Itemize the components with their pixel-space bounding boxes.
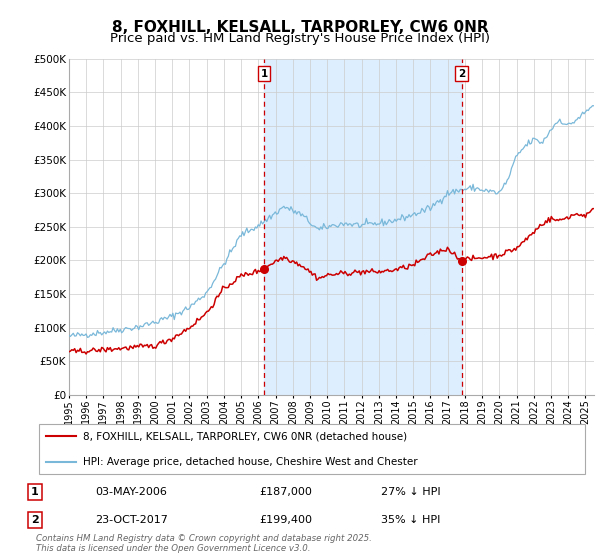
- Text: 27% ↓ HPI: 27% ↓ HPI: [380, 487, 440, 497]
- FancyBboxPatch shape: [39, 424, 585, 474]
- Bar: [264, 59, 461, 395]
- Text: Price paid vs. HM Land Registry's House Price Index (HPI): Price paid vs. HM Land Registry's House …: [110, 32, 490, 45]
- Text: 03-MAY-2006: 03-MAY-2006: [95, 487, 167, 497]
- Text: £199,400: £199,400: [260, 515, 313, 525]
- Text: 8, FOXHILL, KELSALL, TARPORLEY, CW6 0NR: 8, FOXHILL, KELSALL, TARPORLEY, CW6 0NR: [112, 20, 488, 35]
- Text: 2: 2: [458, 68, 465, 78]
- Text: HPI: Average price, detached house, Cheshire West and Chester: HPI: Average price, detached house, Ches…: [83, 457, 418, 467]
- Text: 35% ↓ HPI: 35% ↓ HPI: [380, 515, 440, 525]
- Text: £187,000: £187,000: [260, 487, 313, 497]
- Text: 2: 2: [31, 515, 39, 525]
- Text: 1: 1: [260, 68, 268, 78]
- Text: 23-OCT-2017: 23-OCT-2017: [95, 515, 169, 525]
- Text: 8, FOXHILL, KELSALL, TARPORLEY, CW6 0NR (detached house): 8, FOXHILL, KELSALL, TARPORLEY, CW6 0NR …: [83, 431, 407, 441]
- Text: Contains HM Land Registry data © Crown copyright and database right 2025.
This d: Contains HM Land Registry data © Crown c…: [36, 534, 372, 553]
- Text: 1: 1: [31, 487, 39, 497]
